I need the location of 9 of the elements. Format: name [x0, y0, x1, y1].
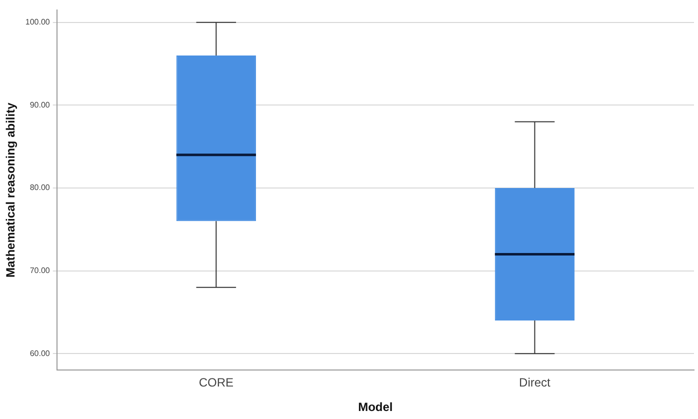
x-tick-label: CORE [198, 376, 234, 390]
x-axis-title: Model [358, 400, 393, 414]
y-tick-label: 70.00 [30, 266, 50, 276]
x-tick-label: Direct [519, 376, 552, 390]
y-tick-label: 80.00 [30, 183, 50, 192]
y-tick-label: 60.00 [30, 348, 50, 358]
y-tick-label: 90.00 [30, 100, 50, 110]
y-tick-label: 100.00 [25, 18, 50, 27]
y-axis-title: Mathematical reasoning ability [4, 102, 18, 278]
